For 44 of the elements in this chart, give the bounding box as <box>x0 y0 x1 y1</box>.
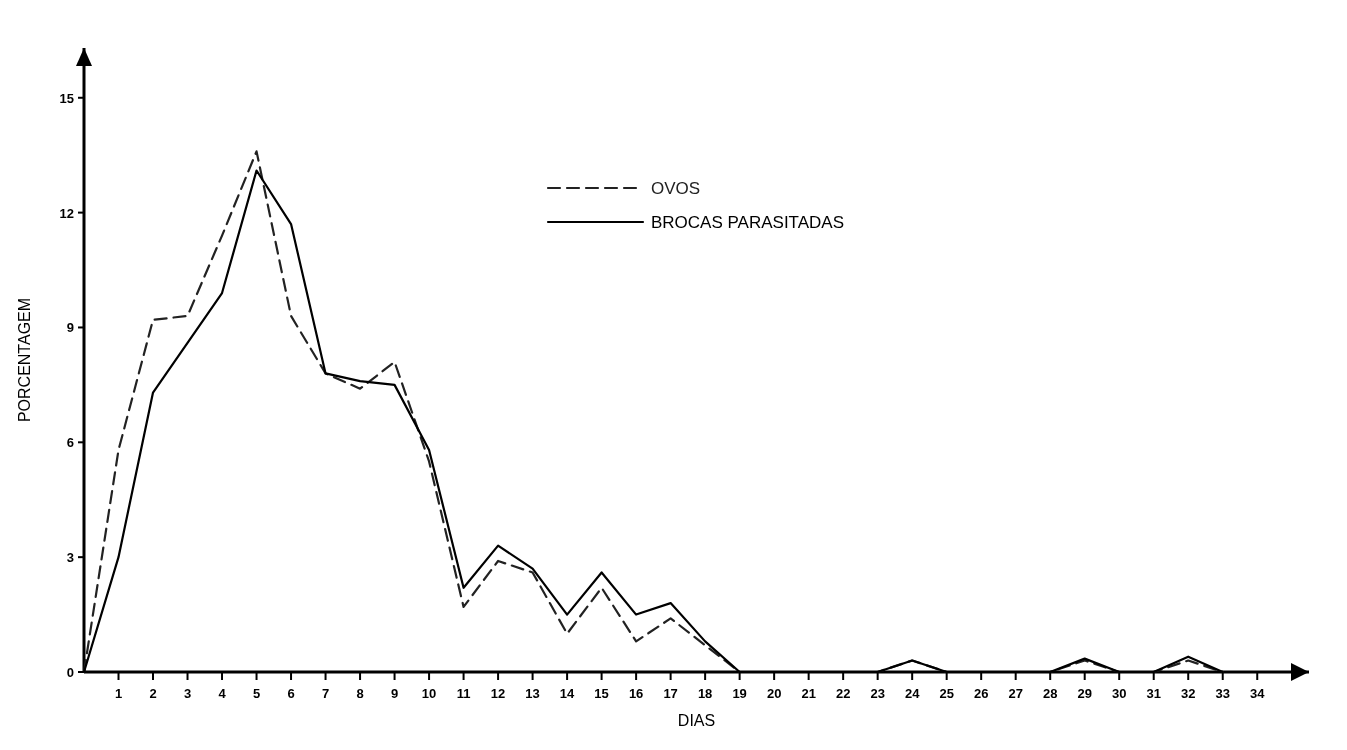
x-tick-label: 16 <box>628 686 644 701</box>
x-tick-label: 1 <box>114 686 123 701</box>
x-tick-label: 3 <box>183 686 192 701</box>
x-tick-label: 25 <box>939 686 954 701</box>
x-tick-label: 8 <box>356 686 364 701</box>
x-tick-label: 6 <box>287 686 295 701</box>
x-tick-label: 17 <box>663 686 678 701</box>
x-tick-label: 30 <box>1111 686 1127 701</box>
x-tick-label: 28 <box>1042 686 1058 701</box>
text: OVOS <box>651 179 701 198</box>
x-axis-title: DIAS <box>677 712 716 729</box>
x-tick-label: 21 <box>801 686 816 701</box>
x-tick-label: 14 <box>559 686 576 701</box>
x-tick-label: 26 <box>973 686 989 701</box>
x-tick-label: 12 <box>490 686 506 701</box>
x-tick-label: 19 <box>732 686 747 701</box>
x-tick-label: 2 <box>149 686 157 701</box>
y-tick-label: 6 <box>66 435 74 451</box>
y-tick-label: 9 <box>66 320 74 336</box>
x-tick-label: 11 <box>456 686 471 701</box>
y-tick-label: 12 <box>59 205 74 221</box>
x-tick-label: 27 <box>1008 686 1023 701</box>
x-tick-label: 7 <box>321 686 330 701</box>
x-tick-label: 33 <box>1215 686 1230 701</box>
y-axis-title: PORCENTAGEM <box>16 297 33 423</box>
x-tick-label: 15 <box>594 686 609 701</box>
x-tick-label: 5 <box>252 686 261 701</box>
x-tick-label: 9 <box>390 686 399 701</box>
y-tick-label: 0 <box>66 665 74 680</box>
x-tick-label: 24 <box>904 686 921 701</box>
x-tick-label: 4 <box>218 686 227 701</box>
x-tick-label: 31 <box>1146 686 1161 701</box>
x-tick-label: 20 <box>766 686 782 701</box>
x-tick-label: 22 <box>835 686 851 701</box>
x-tick-label: 10 <box>421 686 437 701</box>
x-tick-label: 34 <box>1250 686 1266 701</box>
x-tick-label: 23 <box>870 686 885 701</box>
text: BROCAS PARASITADAS <box>651 213 845 232</box>
x-tick-label: 13 <box>525 686 540 701</box>
x-tick-label: 29 <box>1077 686 1092 701</box>
y-tick-label: 15 <box>59 90 74 106</box>
x-tick-label: 18 <box>697 686 713 701</box>
x-tick-label: 32 <box>1180 686 1196 701</box>
y-tick-label: 3 <box>66 550 74 566</box>
